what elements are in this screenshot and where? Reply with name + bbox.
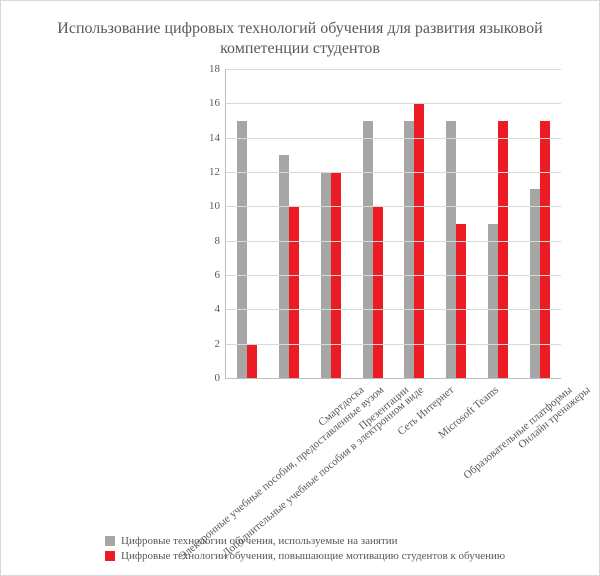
legend-swatch <box>105 536 115 546</box>
bar <box>540 121 550 379</box>
bar <box>363 121 373 379</box>
category-group: Образовательные платформы <box>477 69 519 378</box>
bar <box>404 121 414 379</box>
y-tick-label: 6 <box>215 269 227 281</box>
bar <box>237 121 247 379</box>
bar <box>247 344 257 378</box>
y-tick-label: 8 <box>215 235 227 247</box>
bar <box>446 121 456 379</box>
y-tick-label: 2 <box>215 338 227 350</box>
category-group: Смартдоска <box>310 69 352 378</box>
grid-line <box>226 241 561 242</box>
bar <box>498 121 508 379</box>
y-tick-label: 18 <box>209 63 226 75</box>
bar <box>530 189 540 378</box>
chart-container: Использование цифровых технологий обучен… <box>0 0 600 576</box>
legend-label: Цифровые технологии обучения, используем… <box>121 535 398 547</box>
legend-swatch <box>105 551 115 561</box>
grid-line <box>226 344 561 345</box>
bar <box>373 206 383 378</box>
y-tick-label: 0 <box>215 372 227 384</box>
y-tick-label: 14 <box>209 132 226 144</box>
category-group: Дополнительные учебные пособия в электро… <box>268 69 310 378</box>
grid-line <box>226 103 561 104</box>
legend-item: Цифровые технологии обучения, используем… <box>105 535 585 547</box>
category-group: Онлайн тренажеры <box>519 69 561 378</box>
category-group: Сеть Интернет <box>394 69 436 378</box>
grid-line <box>226 172 561 173</box>
bar <box>289 206 299 378</box>
bar <box>456 224 466 379</box>
grid-line <box>226 69 561 70</box>
bar <box>488 224 498 379</box>
y-tick-label: 4 <box>215 303 227 315</box>
legend: Цифровые технологии обучения, используем… <box>105 535 585 562</box>
category-group: Электронные учебные пособия, предоставле… <box>226 69 268 378</box>
grid-line <box>226 309 561 310</box>
bars-layer: Электронные учебные пособия, предоставле… <box>226 69 561 378</box>
grid-line <box>226 275 561 276</box>
grid-line <box>226 206 561 207</box>
chart-title: Использование цифровых технологий обучен… <box>25 19 575 59</box>
chart-plot-area: Электронные учебные пособия, предоставле… <box>195 69 565 379</box>
y-tick-label: 10 <box>209 200 226 212</box>
plot: Электронные учебные пособия, предоставле… <box>225 69 561 379</box>
grid-line <box>226 138 561 139</box>
y-tick-label: 16 <box>209 97 226 109</box>
y-tick-label: 12 <box>209 166 226 178</box>
category-group: Microsoft Teams <box>435 69 477 378</box>
category-group: Презентации <box>352 69 394 378</box>
